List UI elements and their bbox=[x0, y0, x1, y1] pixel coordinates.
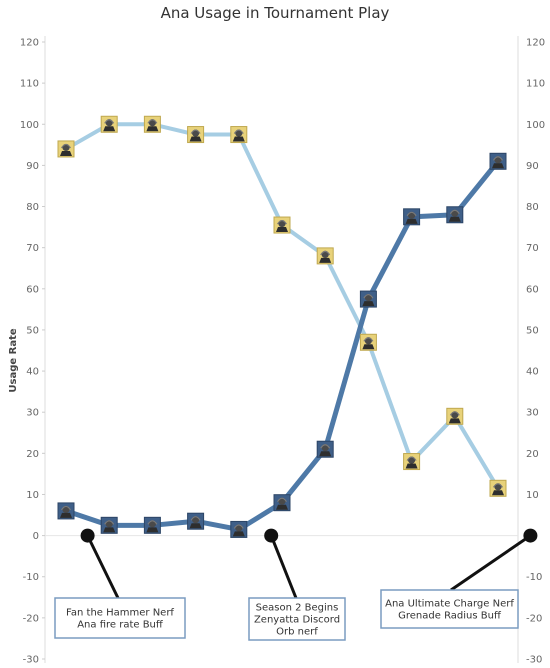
ana-portrait-icon bbox=[189, 129, 202, 142]
series-line-2 bbox=[63, 158, 501, 532]
y-tick-label-left: 70 bbox=[26, 243, 39, 254]
data-point[interactable] bbox=[359, 333, 377, 351]
ana-portrait-icon bbox=[448, 209, 461, 222]
y-tick-label-left: -20 bbox=[23, 613, 39, 624]
data-point[interactable] bbox=[273, 216, 291, 234]
data-point[interactable] bbox=[489, 479, 507, 497]
y-tick-label-right: 70 bbox=[526, 243, 539, 254]
y-tick-label-right: 110 bbox=[526, 79, 545, 90]
annotation-pointer-line bbox=[86, 534, 120, 599]
y-tick-label-right: 60 bbox=[526, 284, 539, 295]
annotation-text: Ana fire rate Buff bbox=[77, 620, 164, 631]
y-tick-label-left: 20 bbox=[26, 449, 39, 460]
ana-portrait-icon bbox=[60, 505, 72, 518]
chart-title: Ana Usage in Tournament Play bbox=[160, 4, 390, 22]
annotation-box bbox=[380, 589, 519, 629]
annotation-pointer-line bbox=[269, 535, 298, 599]
data-point[interactable] bbox=[57, 502, 75, 520]
annotation-box bbox=[248, 597, 346, 641]
y-tick-label-left: -10 bbox=[23, 572, 39, 583]
ana-portrait-icon bbox=[146, 520, 159, 533]
data-point[interactable] bbox=[273, 494, 291, 512]
annotation-text: Ana Ultimate Charge Nerf bbox=[385, 599, 514, 610]
ana-portrait-icon bbox=[276, 497, 288, 510]
data-point[interactable] bbox=[100, 516, 118, 534]
ana-portrait-icon bbox=[146, 119, 159, 132]
y-tick-label-right: -20 bbox=[526, 613, 542, 624]
series-line-1 bbox=[64, 122, 500, 491]
ana-portrait-icon bbox=[319, 250, 332, 263]
y-tick-label-right: 90 bbox=[526, 161, 539, 172]
data-point[interactable] bbox=[187, 512, 205, 530]
ana-portrait-icon bbox=[362, 293, 375, 307]
y-tick-label-right: 80 bbox=[526, 202, 539, 213]
annotation-anchor-dot bbox=[264, 528, 279, 543]
y-tick-label-left: 10 bbox=[26, 490, 39, 501]
y-tick-label-left: -30 bbox=[23, 655, 39, 666]
y-tick-label-right: 100 bbox=[526, 120, 545, 131]
ana-portrait-icon bbox=[189, 516, 202, 529]
y-tick-label-left: 100 bbox=[20, 120, 39, 131]
data-point[interactable] bbox=[187, 126, 205, 144]
y-tick-label-left: 60 bbox=[26, 284, 39, 295]
data-point[interactable] bbox=[316, 247, 334, 265]
annotation-pointer-line bbox=[450, 534, 532, 592]
y-tick-label-left: 0 bbox=[33, 531, 39, 542]
ana-portrait-icon bbox=[405, 456, 418, 469]
ana-portrait-icon bbox=[492, 156, 504, 169]
data-point[interactable] bbox=[57, 140, 75, 158]
y-tick-label-right: 10 bbox=[526, 490, 539, 501]
annotation-text: Season 2 Begins bbox=[256, 603, 339, 614]
data-point[interactable] bbox=[100, 115, 118, 133]
ana-portrait-icon bbox=[448, 411, 461, 424]
y-tick-label-left: 110 bbox=[20, 79, 39, 90]
data-point[interactable] bbox=[359, 290, 377, 308]
ana-portrait-icon bbox=[103, 119, 116, 132]
y-tick-label-right: 120 bbox=[526, 38, 545, 49]
ana-portrait-icon bbox=[232, 129, 245, 142]
y-tick-label-left: 120 bbox=[20, 38, 39, 49]
y-tick-label-right: 40 bbox=[526, 367, 539, 378]
y-tick-label-right: 30 bbox=[526, 408, 539, 419]
data-point[interactable] bbox=[230, 126, 248, 144]
y-axis-label: Usage Rate bbox=[8, 328, 19, 392]
y-tick-label-left: 50 bbox=[26, 325, 39, 336]
data-point[interactable] bbox=[446, 206, 464, 224]
data-point[interactable] bbox=[230, 520, 248, 538]
annotation-anchor-dot bbox=[523, 528, 538, 543]
y-tick-label-left: 30 bbox=[26, 408, 39, 419]
ana-portrait-icon bbox=[276, 219, 288, 233]
data-point[interactable] bbox=[403, 453, 421, 471]
data-point[interactable] bbox=[143, 115, 161, 133]
annotation-text: Zenyatta Discord bbox=[254, 615, 340, 626]
annotation-anchor-dot bbox=[80, 528, 95, 543]
annotation-box bbox=[54, 597, 186, 639]
y-tick-label-right: 50 bbox=[526, 325, 539, 336]
annotation-text: Orb nerf bbox=[276, 627, 318, 638]
annotation-text: Grenade Radius Buff bbox=[398, 611, 502, 622]
y-tick-label-left: 90 bbox=[26, 161, 39, 172]
ana-portrait-icon bbox=[319, 444, 332, 457]
data-point[interactable] bbox=[143, 516, 161, 534]
data-point[interactable] bbox=[489, 152, 507, 170]
y-tick-label-left: 80 bbox=[26, 202, 39, 213]
ana-portrait-icon bbox=[405, 211, 418, 224]
ana-portrait-icon bbox=[60, 143, 72, 156]
ana-portrait-icon bbox=[103, 520, 116, 533]
data-point[interactable] bbox=[446, 407, 464, 425]
ana-portrait-icon bbox=[232, 524, 245, 537]
ana-portrait-icon bbox=[492, 483, 504, 496]
data-point[interactable] bbox=[403, 208, 421, 226]
y-tick-label-left: 40 bbox=[26, 367, 39, 378]
y-tick-label-right: -10 bbox=[526, 572, 542, 583]
data-point[interactable] bbox=[316, 440, 334, 458]
y-tick-label-right: 20 bbox=[526, 449, 539, 460]
annotation-text: Fan the Hammer Nerf bbox=[66, 608, 174, 619]
y-tick-label-right: -30 bbox=[526, 655, 542, 666]
ana-portrait-icon bbox=[362, 337, 375, 350]
